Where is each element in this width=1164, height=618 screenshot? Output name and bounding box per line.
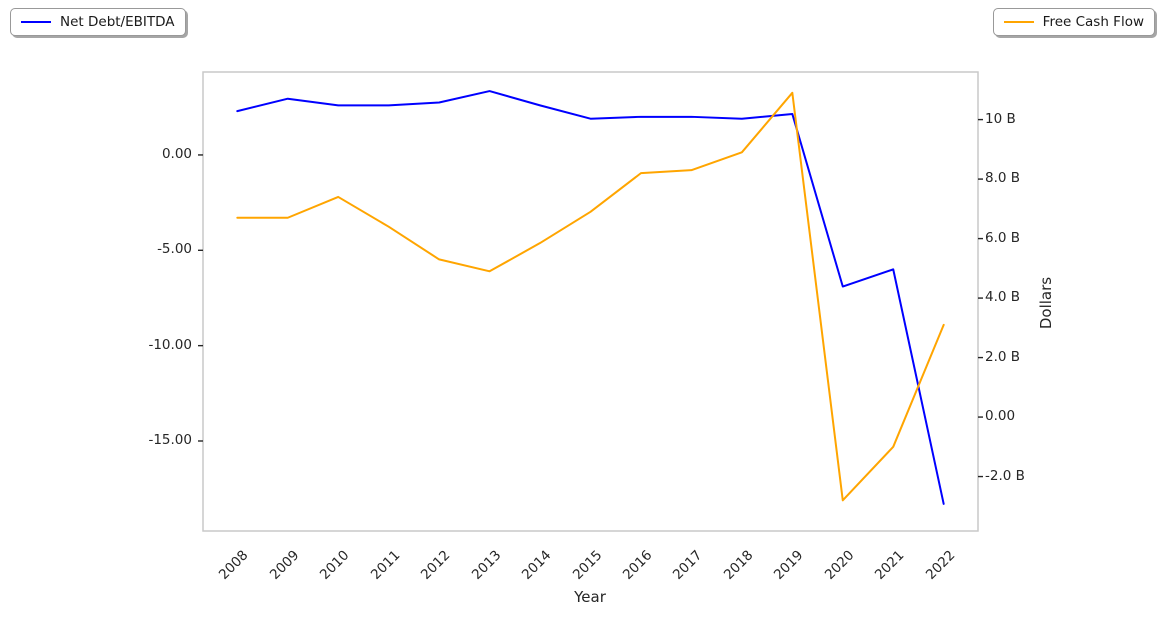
right-y-tick-label: 2.0 B: [985, 348, 1021, 365]
right-y-axis-label: Dollars: [1037, 276, 1055, 330]
x-tick-label: 2022: [922, 547, 959, 583]
x-tick-label: 2008: [216, 547, 252, 583]
left-y-tick-label: -5.00: [157, 241, 192, 258]
x-tick-label: 2018: [720, 547, 757, 583]
x-tick-label: 2021: [872, 547, 908, 583]
plot-area: [198, 71, 983, 532]
free-cash-flow-line: [236, 91, 945, 502]
right-y-tick-label: 4.0 B: [985, 289, 1021, 306]
x-tick-label: 2016: [619, 547, 656, 583]
x-tick-label: 2013: [468, 547, 505, 583]
left-y-tick-label: -15.00: [148, 431, 192, 448]
net-debt-line: [236, 90, 945, 505]
x-axis-label: Year: [574, 588, 606, 606]
right-y-tick-label: 0.00: [985, 408, 1016, 425]
legend-free-cash-flow: Free Cash Flow: [992, 8, 1155, 36]
left-y-tick-label: -10.00: [148, 336, 192, 353]
x-tick-label: 2010: [317, 547, 353, 583]
x-tick-label: 2017: [670, 547, 706, 583]
right-y-tick-label: 8.0 B: [985, 170, 1021, 187]
x-tick-label: 2011: [367, 547, 404, 583]
x-tick-label: 2020: [821, 547, 858, 583]
x-tick-label: 2014: [518, 547, 555, 583]
right-y-tick-label: -2.0 B: [985, 467, 1025, 484]
x-tick-label: 2019: [771, 547, 807, 583]
legend-net-debt: Net Debt/EBITDA: [10, 8, 186, 36]
x-tick-label: 2015: [569, 547, 605, 583]
legend-free-cash-flow-label: Free Cash Flow: [1042, 14, 1144, 30]
net-debt-line-sample: [21, 21, 51, 23]
free-cash-flow-line-sample: [1003, 21, 1034, 23]
legend-net-debt-label: Net Debt/EBITDA: [60, 14, 175, 30]
right-y-tick-label: 6.0 B: [985, 229, 1021, 246]
plot-border: [202, 71, 979, 532]
x-tick-label: 2012: [417, 547, 454, 583]
x-tick-label: 2009: [266, 547, 303, 583]
left-y-tick-label: 0.00: [161, 145, 192, 162]
right-y-tick-label: 10 B: [985, 110, 1016, 127]
